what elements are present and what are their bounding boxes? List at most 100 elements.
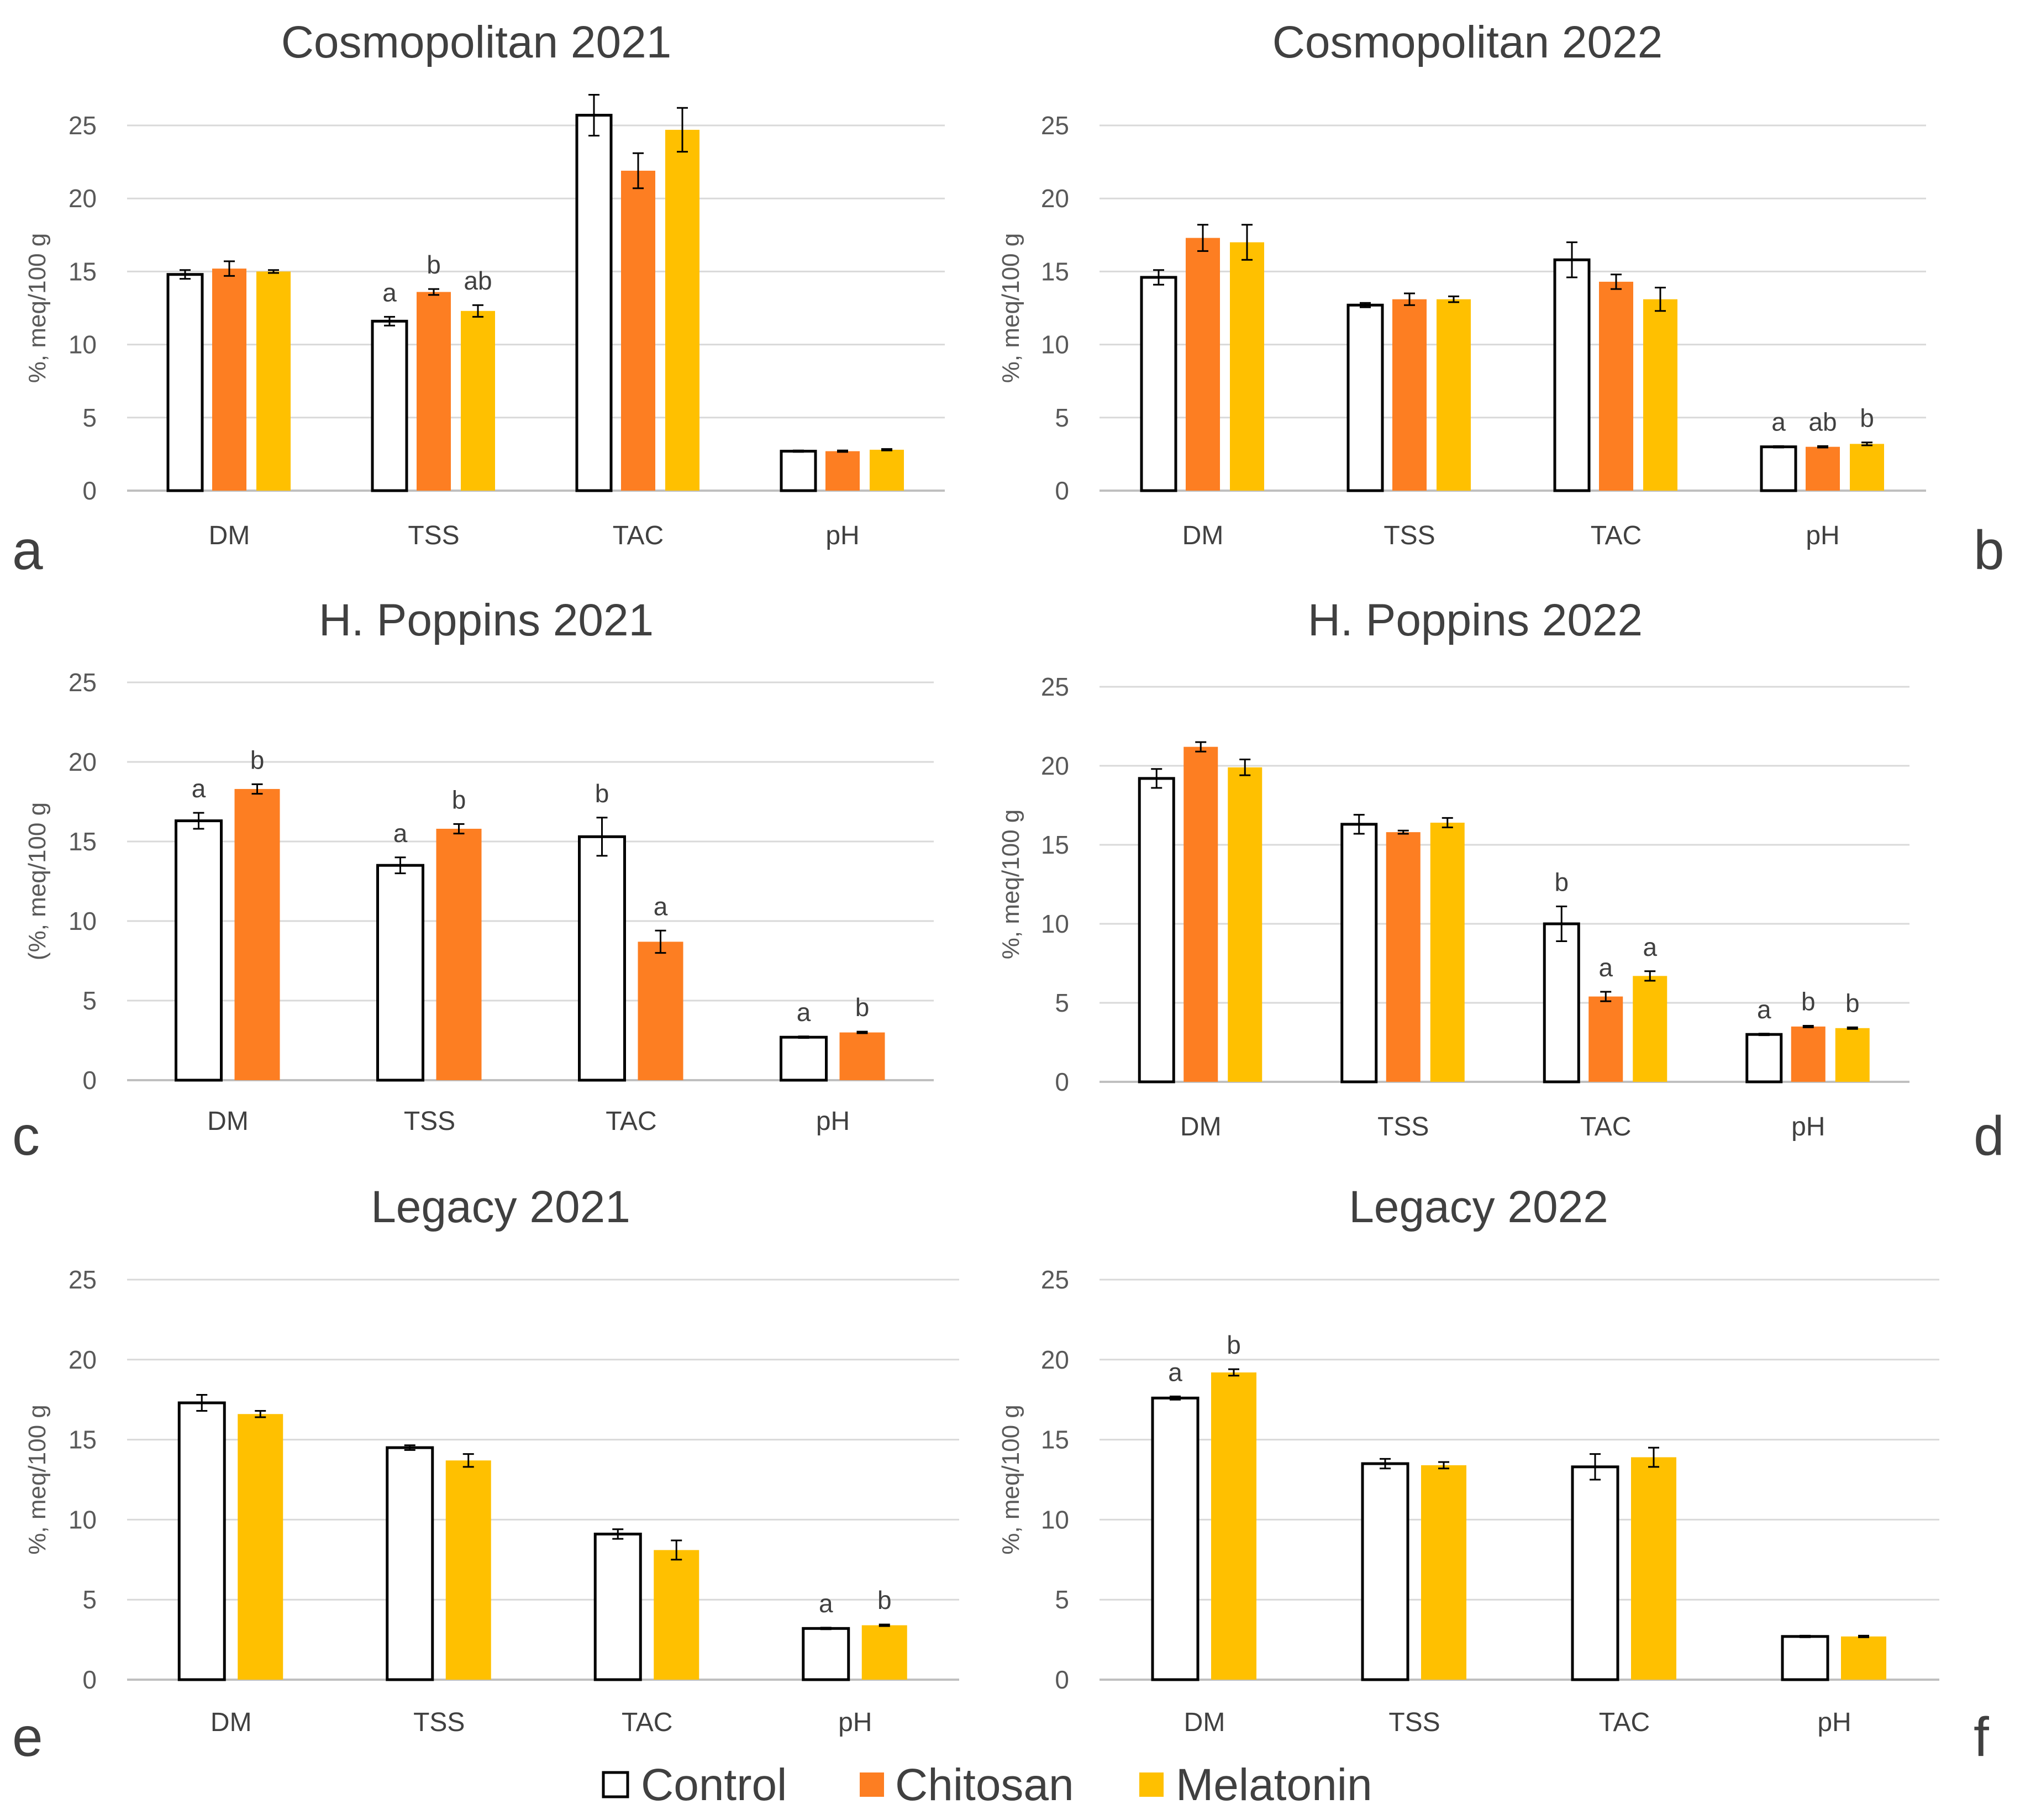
bar-control-tac <box>578 835 626 1082</box>
error-bar-melatonin-tac <box>677 107 688 153</box>
error-bar-melatonin-ph <box>879 1623 890 1627</box>
legend-item-chitosan: Chitosan <box>860 1760 1074 1810</box>
significance-label: a <box>382 278 397 307</box>
y-tick-label: 5 <box>82 1585 97 1614</box>
category-label-tss: TSS <box>1388 1708 1440 1737</box>
panel-letter: d <box>1974 1105 2005 1167</box>
legend-label-melatonin: Melatonin <box>1176 1760 1372 1810</box>
error-bar-control-ph <box>1758 1033 1770 1037</box>
bar-melatonin-tac <box>665 129 699 491</box>
y-tick-label: 0 <box>1055 476 1069 505</box>
y-tick-label: 10 <box>69 907 97 935</box>
category-label-ph: pH <box>838 1708 872 1737</box>
error-bar-chitosan-ph <box>856 1030 868 1034</box>
significance-label: b <box>452 785 466 814</box>
bar-chitosan-tac <box>638 941 683 1080</box>
y-tick-label: 25 <box>1041 1265 1069 1294</box>
y-axis-label: %, meq/100 g <box>24 1405 51 1555</box>
bar-control-dm <box>1140 276 1177 492</box>
category-label-tac: TAC <box>613 521 664 550</box>
error-bar-chitosan-dm <box>224 260 235 277</box>
y-tick-label: 10 <box>69 1505 97 1534</box>
category-label-ph: pH <box>1791 1112 1825 1142</box>
error-bar-control-dm <box>1151 768 1162 789</box>
bar-chitosan-ph <box>825 451 860 491</box>
category-label-dm: DM <box>1184 1708 1225 1737</box>
error-bar-melatonin-tss <box>472 304 483 318</box>
bar-chitosan-tss <box>1386 832 1421 1082</box>
bar-melatonin-tac <box>1643 299 1677 491</box>
y-tick-label: 25 <box>1041 111 1069 140</box>
error-bar-control-tss <box>394 856 406 875</box>
significance-label: a <box>654 892 668 920</box>
significance-label: a <box>797 998 811 1027</box>
y-tick-label: 10 <box>1041 909 1069 938</box>
y-tick-label: 15 <box>69 1426 97 1454</box>
bar-melatonin-tac <box>1633 976 1667 1082</box>
bar-chitosan-tac <box>1599 281 1633 491</box>
significance-label: b <box>877 1586 892 1614</box>
significance-label: b <box>855 993 870 1022</box>
legend-swatch-melatonin <box>1139 1772 1164 1797</box>
y-tick-label: 20 <box>69 184 97 213</box>
category-label-tss: TSS <box>413 1708 465 1737</box>
error-bar-control-tac <box>1590 1453 1601 1481</box>
bar-chitosan-tac <box>621 170 655 491</box>
error-bar-chitosan-tss <box>1404 292 1415 306</box>
bar-control-dm <box>1151 1396 1200 1681</box>
bar-control-ph <box>1781 1635 1829 1681</box>
bar-melatonin-ph <box>1850 444 1884 491</box>
error-bar-chitosan-ph <box>837 449 848 453</box>
significance-label: a <box>1598 953 1613 982</box>
bar-melatonin-dm <box>1230 242 1264 491</box>
category-label-tac: TAC <box>1599 1708 1650 1737</box>
error-bar-melatonin-dm <box>1228 1368 1239 1377</box>
y-tick-label: 20 <box>1041 1345 1069 1374</box>
bar-melatonin-dm <box>1211 1372 1256 1680</box>
bar-melatonin-tss <box>1421 1465 1466 1680</box>
bar-chitosan-tss <box>417 292 451 491</box>
error-bar-control-dm <box>1170 1395 1181 1401</box>
error-bar-control-tac <box>1566 241 1577 278</box>
error-bar-melatonin-ph <box>1858 1634 1869 1638</box>
significance-label: b <box>1845 988 1860 1017</box>
y-tick-label: 20 <box>69 1345 97 1374</box>
legend-item-melatonin: Melatonin <box>1139 1760 1372 1810</box>
error-bar-control-tss <box>384 315 395 327</box>
error-bar-melatonin-ph <box>1847 1026 1858 1030</box>
error-bar-melatonin-tac <box>671 1539 682 1561</box>
error-bar-chitosan-tac <box>655 929 666 954</box>
y-axis-label: %, meq/100 g <box>997 809 1024 960</box>
bar-control-dm <box>177 1401 226 1681</box>
error-bar-control-tac <box>596 817 608 857</box>
y-tick-label: 15 <box>1041 1426 1069 1454</box>
error-bar-control-ph <box>1800 1634 1811 1638</box>
panel-letter: a <box>12 519 43 581</box>
error-bar-melatonin-tss <box>462 1453 474 1468</box>
bar-melatonin-dm <box>238 1414 283 1680</box>
y-tick-label: 15 <box>69 827 97 856</box>
bar-control-tac <box>1543 922 1580 1083</box>
significance-label: b <box>1554 868 1569 897</box>
error-bar-control-ph <box>820 1627 832 1630</box>
bar-melatonin-tss <box>1430 822 1465 1082</box>
category-label-tac: TAC <box>622 1708 672 1737</box>
error-bar-control-ph <box>1773 445 1784 449</box>
bar-melatonin-tss <box>445 1460 491 1680</box>
significance-label: ab <box>464 266 492 295</box>
category-label-ph: pH <box>825 521 859 550</box>
chart-title: H. Poppins 2021 <box>319 595 654 645</box>
panel-letter: c <box>12 1105 40 1167</box>
y-tick-label: 0 <box>82 1665 97 1694</box>
bar-control-tss <box>1346 303 1384 492</box>
significance-label: a <box>1771 407 1786 436</box>
error-bar-melatonin-tss <box>1442 817 1453 829</box>
significance-label: a <box>1168 1358 1182 1386</box>
y-tick-label: 25 <box>69 668 97 697</box>
y-tick-label: 10 <box>69 330 97 359</box>
panel-f: Legacy 2022 f %, meq/100 g 0 5 10 15 20 25 DM a b TS… <box>997 1182 1989 1768</box>
bar-control-ph <box>780 450 817 492</box>
y-tick-label: 5 <box>82 986 97 1015</box>
y-tick-label: 25 <box>69 1265 97 1294</box>
chart-title: H. Poppins 2022 <box>1308 595 1643 645</box>
